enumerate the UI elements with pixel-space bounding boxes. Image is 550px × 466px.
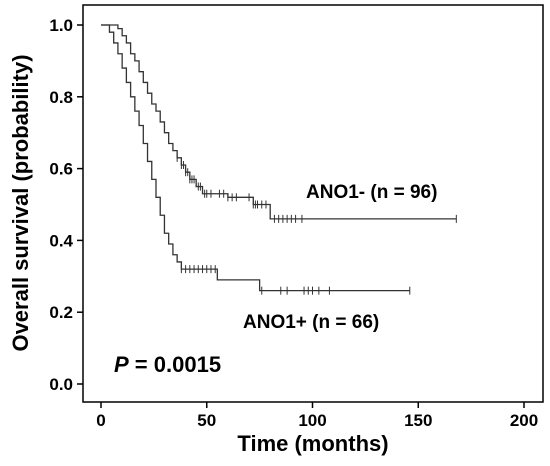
- y-tick-label: 0.2: [49, 303, 73, 322]
- survival-curves: [101, 24, 457, 292]
- y-tick-label: 0.6: [49, 160, 73, 179]
- plot-frame: [82, 4, 544, 403]
- censor-marks: [176, 153, 457, 295]
- y-tick-label: 0.0: [49, 375, 73, 394]
- series-label-ano1-positive: ANO1+ (n = 66): [243, 312, 379, 333]
- x-tick-label: 150: [404, 411, 432, 430]
- series-label-ano1-negative: ANO1- (n = 96): [306, 182, 437, 203]
- y-axis-title: Overall survival (probability): [8, 54, 33, 351]
- axis-ticks: 0 50 100 150 200 0.0 0.2 0.4 0.6 0.8 1.0: [49, 16, 538, 430]
- y-tick-label: 0.8: [49, 88, 73, 107]
- y-tick-label: 0.4: [49, 231, 73, 250]
- x-tick-label: 100: [298, 411, 326, 430]
- y-tick-label: 1.0: [49, 16, 73, 35]
- series-0-line: [101, 24, 457, 220]
- p-value-symbol: P: [114, 352, 129, 377]
- x-axis-title: Time (months): [237, 431, 388, 456]
- p-value-text: = 0.0015: [129, 352, 221, 377]
- x-tick-label: 200: [510, 411, 538, 430]
- x-tick-label: 50: [197, 411, 216, 430]
- x-tick-label: 0: [96, 411, 105, 430]
- series-1-line: [101, 24, 410, 292]
- p-value-annotation: P = 0.0015: [114, 352, 221, 377]
